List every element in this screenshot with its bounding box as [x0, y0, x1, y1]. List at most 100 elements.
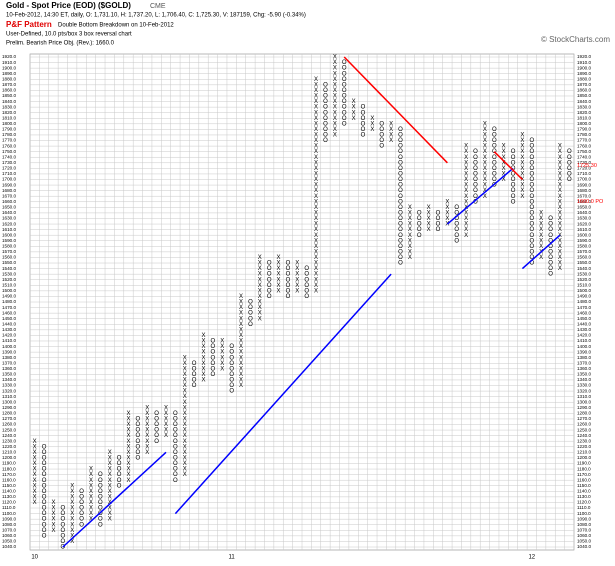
- pnf-box: X: [51, 511, 55, 517]
- pnf-box: X: [520, 177, 524, 183]
- pnf-box: O: [379, 144, 384, 150]
- pnf-box: O: [192, 361, 197, 367]
- pnf-box: O: [454, 222, 459, 228]
- pnf-box: O: [492, 138, 497, 144]
- y-tick-label: 1550.0: [2, 260, 16, 265]
- pnf-box: O: [117, 478, 122, 484]
- pnf-box: X: [483, 144, 487, 150]
- y-tick-label: 1690.0: [2, 182, 16, 187]
- pnf-box: X: [126, 411, 130, 417]
- y-tick-label-right: 1130.0: [577, 494, 591, 499]
- pnf-box: X: [558, 266, 562, 272]
- pnf-box: O: [511, 194, 516, 200]
- pnf-box: O: [529, 166, 534, 172]
- pnf-box: O: [342, 66, 347, 72]
- pnf-box: X: [183, 378, 187, 384]
- y-tick-label: 1150.0: [2, 483, 16, 488]
- pnf-box: X: [33, 494, 37, 500]
- pnf-box: X: [314, 238, 318, 244]
- pnf-box: X: [220, 355, 224, 361]
- pnf-box: X: [558, 188, 562, 194]
- y-tick-label-right: 1330.0: [577, 383, 591, 388]
- pnf-box: X: [314, 210, 318, 216]
- y-tick-label: 1220.0: [2, 444, 16, 449]
- pnf-box: X: [239, 383, 243, 389]
- pnf-box: X: [183, 355, 187, 361]
- pnf-box: O: [42, 506, 47, 512]
- pnf-box: O: [323, 121, 328, 127]
- pnf-box: X: [202, 333, 206, 339]
- y-tick-label-right: 1630.0: [577, 216, 591, 221]
- pnf-box: O: [304, 277, 309, 283]
- pnf-box: O: [473, 177, 478, 183]
- pnf-box: X: [520, 172, 524, 178]
- pnf-box: X: [126, 467, 130, 473]
- pnf-box: O: [492, 133, 497, 139]
- y-tick-label: 1520.0: [2, 277, 16, 282]
- pnf-box: O: [98, 522, 103, 528]
- pnf-box: O: [229, 378, 234, 384]
- pnf-box: O: [60, 511, 65, 517]
- pnf-box: O: [342, 82, 347, 88]
- pnf-box: O: [398, 194, 403, 200]
- y-tick-label-right: 1600.0: [577, 232, 591, 237]
- pnf-box: X: [258, 294, 262, 300]
- pnf-box: X: [277, 261, 281, 267]
- pnf-box: X: [464, 222, 468, 228]
- pnf-box: X: [89, 483, 93, 489]
- pnf-box: X: [220, 350, 224, 356]
- pnf-box: X: [70, 489, 74, 495]
- pnf-box: X: [70, 494, 74, 500]
- y-tick-label: 1850.0: [2, 93, 16, 98]
- pnf-box: O: [192, 366, 197, 372]
- pnf-box: X: [314, 205, 318, 211]
- pnf-box: X: [239, 333, 243, 339]
- y-tick-label-right: 1160.0: [577, 477, 591, 482]
- pnf-box: O: [79, 517, 84, 523]
- pnf-box: X: [202, 372, 206, 378]
- pnf-box: X: [389, 138, 393, 144]
- pnf-box: X: [464, 160, 468, 166]
- pnf-box: O: [136, 450, 141, 456]
- pnf-box: X: [314, 272, 318, 278]
- pnf-box: X: [183, 361, 187, 367]
- pnf-box: X: [239, 344, 243, 350]
- pnf-box: X: [314, 99, 318, 105]
- pnf-box: X: [408, 210, 412, 216]
- pnf-box: X: [89, 478, 93, 484]
- pnf-box: O: [286, 277, 291, 283]
- pnf-box: O: [136, 439, 141, 445]
- pnf-box: X: [314, 244, 318, 250]
- pnf-box: X: [183, 439, 187, 445]
- settings: User-Defined, 10.0 pts/box 3 box reversa…: [6, 32, 132, 38]
- pnf-box: X: [427, 205, 431, 211]
- y-tick-label: 1610.0: [2, 227, 16, 232]
- pnf-box: X: [539, 244, 543, 250]
- y-tick-label: 1510.0: [2, 283, 16, 288]
- pnf-box: O: [173, 455, 178, 461]
- pnf-box: X: [558, 194, 562, 200]
- y-tick-label: 1810.0: [2, 115, 16, 120]
- y-tick-label: 1830.0: [2, 104, 16, 109]
- pnf-box: O: [398, 255, 403, 261]
- y-tick-label: 1890.0: [2, 71, 16, 76]
- pnf-box: O: [342, 77, 347, 83]
- pnf-box: X: [145, 433, 149, 439]
- pnf-box: O: [323, 110, 328, 116]
- pnf-box: X: [464, 227, 468, 233]
- pnf-box: O: [192, 372, 197, 378]
- y-tick-label: 1640.0: [2, 210, 16, 215]
- pnf-box: O: [398, 205, 403, 211]
- y-tick-label-right: 1420.0: [577, 333, 591, 338]
- pnf-box: O: [229, 366, 234, 372]
- pnf-box: X: [126, 433, 130, 439]
- pnf-box: X: [314, 177, 318, 183]
- pnf-box: O: [42, 461, 47, 467]
- pnf-box: O: [548, 238, 553, 244]
- y-tick-label: 1670.0: [2, 193, 16, 198]
- pnf-box: X: [258, 300, 262, 306]
- pnf-box: X: [370, 116, 374, 122]
